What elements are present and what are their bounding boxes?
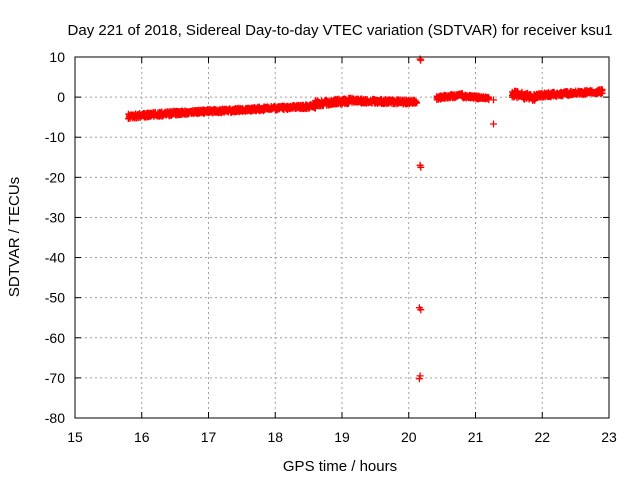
- outlier-point: [417, 163, 425, 171]
- y-axis-title: SDTVAR / TECUs: [6, 177, 23, 297]
- y-tick-label: -10: [45, 129, 65, 145]
- data-point: [485, 94, 492, 102]
- grid-lines: [75, 57, 609, 418]
- y-tick-label: 0: [57, 89, 65, 105]
- x-tick-label: 16: [134, 429, 150, 445]
- y-tick-label: -20: [45, 169, 65, 185]
- x-tick-label: 21: [468, 429, 484, 445]
- x-tick-label: 17: [201, 429, 217, 445]
- x-tick-label: 23: [601, 429, 617, 445]
- y-tick-label: -70: [45, 370, 65, 386]
- x-tick-label: 22: [534, 429, 550, 445]
- outlier-point: [417, 56, 425, 64]
- y-tick-label: -80: [45, 410, 65, 426]
- data-point: [599, 86, 606, 93]
- x-tick-label: 18: [267, 429, 283, 445]
- x-axis-title: GPS time / hours: [283, 458, 397, 475]
- y-tick-label: -50: [45, 290, 65, 306]
- x-tick-label: 19: [334, 429, 350, 445]
- outlier-point: [417, 306, 425, 314]
- outlier-point: [490, 96, 497, 104]
- y-tick-label: -40: [45, 250, 65, 266]
- data-point: [413, 99, 420, 106]
- y-axis-ticks: 10 0 -10 -20 -30 -40 -50 -60 -70 -80: [45, 49, 609, 426]
- x-tick-label: 15: [67, 429, 83, 445]
- data-points: [125, 55, 606, 383]
- y-tick-label: -60: [45, 330, 65, 346]
- x-tick-label: 20: [401, 429, 417, 445]
- x-axis-ticks: 15 16 17 18 19 20 21 22 23: [67, 57, 617, 445]
- y-tick-label: 10: [49, 49, 65, 65]
- outlier-point: [415, 375, 423, 383]
- y-tick-label: -30: [45, 209, 65, 225]
- chart-title: Day 221 of 2018, Sidereal Day-to-day VTE…: [68, 22, 613, 39]
- outlier-point: [490, 120, 497, 128]
